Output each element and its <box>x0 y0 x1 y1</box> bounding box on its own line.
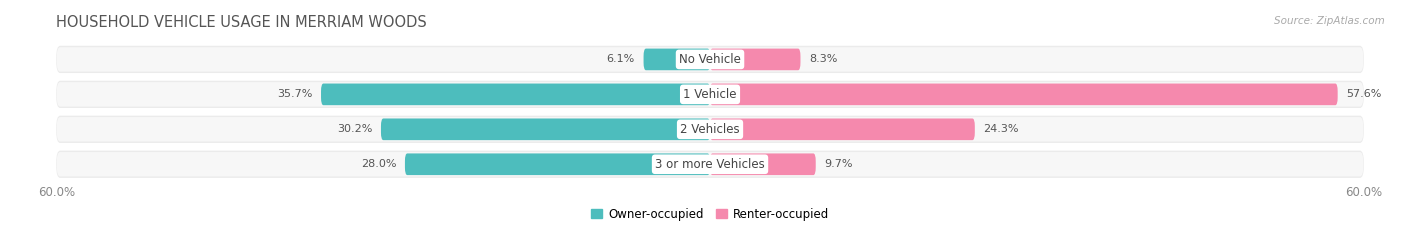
Text: 28.0%: 28.0% <box>361 159 396 169</box>
FancyBboxPatch shape <box>56 117 1364 142</box>
FancyBboxPatch shape <box>710 84 1337 105</box>
Text: 1 Vehicle: 1 Vehicle <box>683 88 737 101</box>
FancyBboxPatch shape <box>405 154 710 175</box>
Text: 9.7%: 9.7% <box>824 159 853 169</box>
FancyBboxPatch shape <box>56 116 1364 143</box>
FancyBboxPatch shape <box>56 47 1364 72</box>
FancyBboxPatch shape <box>56 152 1364 177</box>
Text: 35.7%: 35.7% <box>277 89 312 99</box>
FancyBboxPatch shape <box>56 46 1364 73</box>
Text: Source: ZipAtlas.com: Source: ZipAtlas.com <box>1274 16 1385 26</box>
FancyBboxPatch shape <box>56 151 1364 178</box>
FancyBboxPatch shape <box>710 49 800 70</box>
Text: No Vehicle: No Vehicle <box>679 53 741 66</box>
FancyBboxPatch shape <box>710 154 815 175</box>
FancyBboxPatch shape <box>381 118 710 140</box>
FancyBboxPatch shape <box>56 81 1364 108</box>
FancyBboxPatch shape <box>644 49 710 70</box>
Text: HOUSEHOLD VEHICLE USAGE IN MERRIAM WOODS: HOUSEHOLD VEHICLE USAGE IN MERRIAM WOODS <box>56 15 427 30</box>
Text: 6.1%: 6.1% <box>606 55 636 64</box>
Text: 57.6%: 57.6% <box>1347 89 1382 99</box>
FancyBboxPatch shape <box>56 82 1364 107</box>
Text: 8.3%: 8.3% <box>810 55 838 64</box>
Text: 24.3%: 24.3% <box>984 124 1019 134</box>
Text: 3 or more Vehicles: 3 or more Vehicles <box>655 158 765 171</box>
Legend: Owner-occupied, Renter-occupied: Owner-occupied, Renter-occupied <box>591 208 830 221</box>
FancyBboxPatch shape <box>710 118 974 140</box>
Text: 2 Vehicles: 2 Vehicles <box>681 123 740 136</box>
FancyBboxPatch shape <box>321 84 710 105</box>
Text: 30.2%: 30.2% <box>337 124 373 134</box>
